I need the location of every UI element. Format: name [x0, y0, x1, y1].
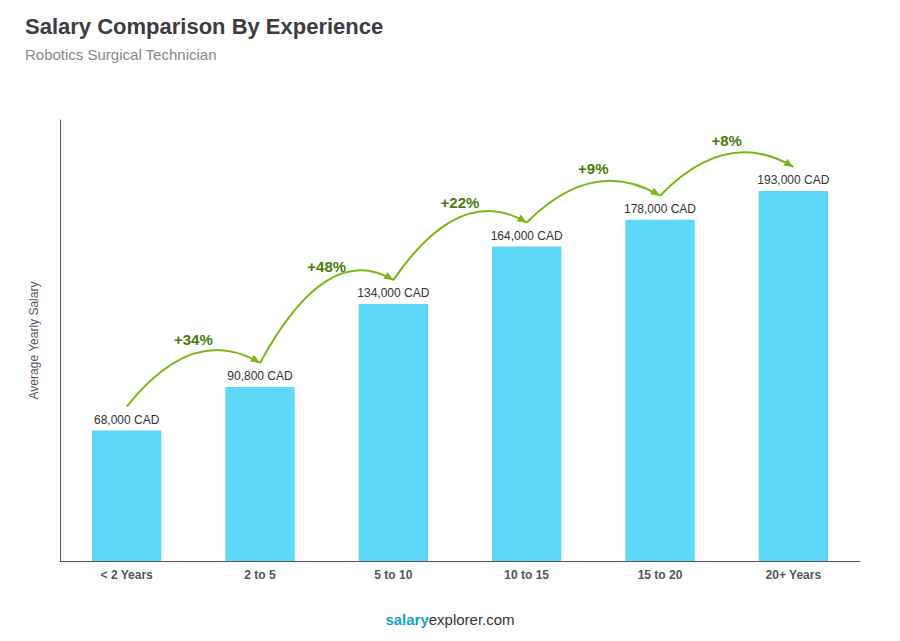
svg-text:193,000 CAD: 193,000 CAD: [757, 173, 829, 187]
svg-text:68,000 CAD: 68,000 CAD: [94, 413, 160, 427]
svg-text:15 to 20: 15 to 20: [638, 568, 683, 582]
svg-text:+22%: +22%: [441, 194, 480, 211]
svg-text:+8%: +8%: [711, 132, 741, 149]
svg-text:+9%: +9%: [578, 160, 608, 177]
svg-text:10 to 15: 10 to 15: [504, 568, 549, 582]
svg-text:explorer.com: explorer.com: [429, 611, 515, 628]
svg-text:Salary Comparison By Experienc: Salary Comparison By Experience: [25, 14, 383, 39]
svg-text:< 2 Years: < 2 Years: [101, 568, 153, 582]
svg-text:+34%: +34%: [174, 331, 213, 348]
svg-text:salary: salary: [385, 611, 429, 628]
svg-text:20+ Years: 20+ Years: [766, 568, 822, 582]
svg-text:Robotics Surgical Technician: Robotics Surgical Technician: [25, 46, 217, 63]
svg-text:178,000 CAD: 178,000 CAD: [624, 202, 696, 216]
svg-text:5 to 10: 5 to 10: [374, 568, 412, 582]
svg-text:164,000 CAD: 164,000 CAD: [491, 229, 563, 243]
svg-text:Average Yearly Salary: Average Yearly Salary: [27, 282, 41, 400]
svg-text:134,000 CAD: 134,000 CAD: [357, 286, 429, 300]
svg-text:+48%: +48%: [307, 258, 346, 275]
svg-text:90,800 CAD: 90,800 CAD: [227, 369, 293, 383]
svg-text:2 to 5: 2 to 5: [244, 568, 276, 582]
